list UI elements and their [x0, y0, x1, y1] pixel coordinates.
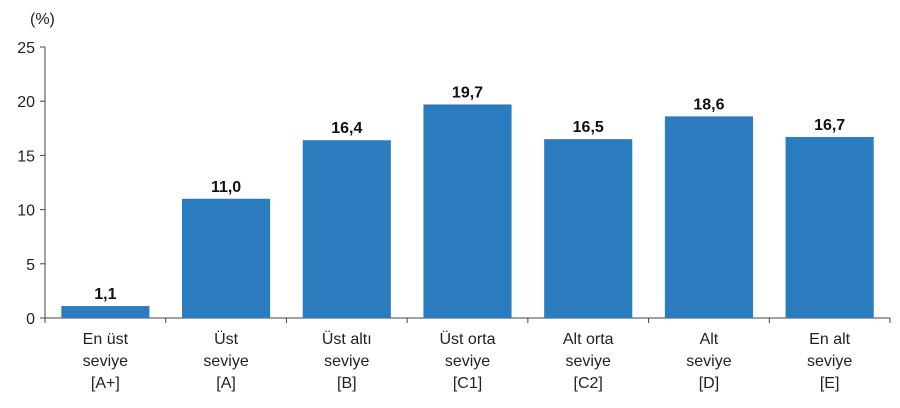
data-label: 18,6	[693, 96, 724, 113]
category-label: [E]	[820, 375, 840, 392]
bar	[182, 198, 271, 318]
bar	[544, 139, 633, 318]
data-label: 16,5	[573, 119, 604, 136]
category-label: Alt	[700, 331, 719, 348]
category-label: seviye	[203, 353, 248, 370]
bar	[61, 306, 150, 318]
category-label: Üst	[214, 330, 239, 348]
category-label: [C1]	[453, 375, 482, 392]
y-tick-label: 5	[26, 257, 35, 274]
category-label: Alt orta	[563, 331, 614, 348]
category-label: En alt	[809, 331, 850, 348]
category-label: [B]	[337, 375, 357, 392]
category-label: seviye	[445, 353, 490, 370]
y-tick-label: 20	[17, 94, 35, 111]
data-label: 16,4	[331, 120, 362, 137]
category-labels: En üst seviye [A+] Üst seviye [A] Üst altı sevi…	[83, 330, 853, 392]
category-label: seviye	[324, 353, 369, 370]
y-tick-label: 10	[17, 203, 35, 220]
bar	[423, 104, 512, 319]
data-label: 19,7	[452, 84, 483, 101]
bars	[61, 104, 874, 319]
y-tick-label: 0	[26, 311, 35, 328]
data-label: 1,1	[94, 286, 116, 303]
category-label: [A]	[216, 375, 236, 392]
category-label: [D]	[699, 375, 719, 392]
y-tick-label: 15	[17, 148, 35, 165]
category-label: [C2]	[574, 375, 603, 392]
bar	[785, 136, 874, 318]
category-label: En üst	[83, 331, 129, 348]
category-label: seviye	[566, 353, 611, 370]
y-axis-unit-label: (%)	[30, 11, 55, 28]
y-tick-label: 25	[17, 40, 35, 57]
data-label: 11,0	[211, 179, 241, 196]
data-label: 16,7	[814, 117, 845, 134]
category-label: seviye	[807, 353, 852, 370]
bar	[664, 116, 753, 318]
bar	[302, 140, 391, 318]
category-label: [A+]	[91, 375, 120, 392]
category-label: Üst orta	[439, 330, 495, 348]
category-label: seviye	[686, 353, 731, 370]
category-label: seviye	[83, 353, 128, 370]
category-label: Üst altı	[322, 330, 372, 348]
data-labels: 1,1 11,0 16,4 19,7 16,5 18,6 16,7	[94, 84, 845, 303]
